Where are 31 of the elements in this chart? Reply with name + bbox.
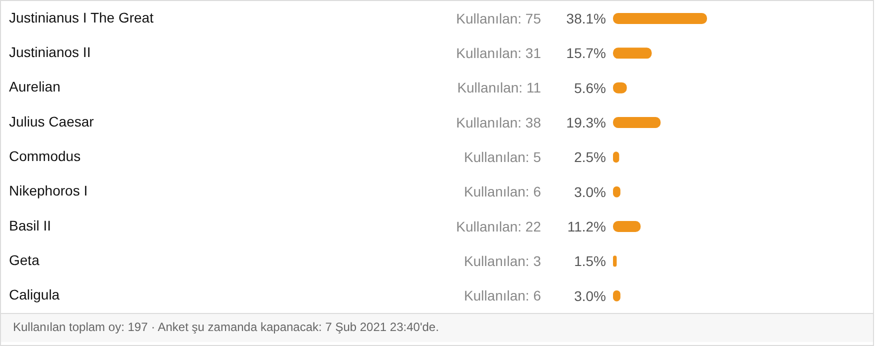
y-tick-label: Justinianos II: [9, 44, 91, 60]
text: Kullanılan toplam oy: 197 · Anket şu zamanda kapanacak: 7 Şub 2021 23:40'de.: [13, 320, 439, 334]
text: Kullanılan: 6: [464, 288, 542, 304]
y-tick-label: Basil II: [9, 217, 52, 234]
data-label: 15.7%: [566, 45, 606, 62]
data-label: 3.0%: [574, 184, 606, 200]
y-tick-label: Julius Caesar: [9, 113, 94, 130]
text: Kullanılan: 31: [456, 45, 542, 61]
data-label: 1.5%: [574, 253, 606, 270]
y-tick-label: Aurelian: [9, 78, 60, 95]
data-label: 2.5%: [574, 149, 606, 166]
text: Kullanılan: 11: [457, 80, 542, 96]
text: Kullanılan: 3: [464, 253, 542, 269]
text: Kullanılan: 6: [464, 184, 542, 200]
text: Kullanılan: 75: [456, 10, 542, 26]
data-label: 5.6%: [574, 80, 606, 96]
text: Kullanılan: 38: [456, 114, 542, 130]
y-tick-label: Nikephoros I: [9, 182, 88, 199]
data-label: 38.1%: [566, 10, 606, 26]
data-label: 11.2%: [567, 218, 606, 234]
y-tick-label: Caligula: [9, 286, 60, 303]
text: Kullanılan: 5: [464, 149, 542, 165]
data-label: 3.0%: [574, 288, 606, 304]
data-label: 19.3%: [566, 114, 606, 130]
bar: [613, 48, 652, 59]
bar: [613, 117, 661, 128]
y-tick-label: Justinianus I The Great: [9, 9, 154, 26]
text: Kullanılan: 22: [456, 218, 542, 234]
y-tick-label: Geta: [9, 252, 40, 268]
y-tick-label: Commodus: [9, 148, 81, 164]
bar: [613, 13, 707, 24]
